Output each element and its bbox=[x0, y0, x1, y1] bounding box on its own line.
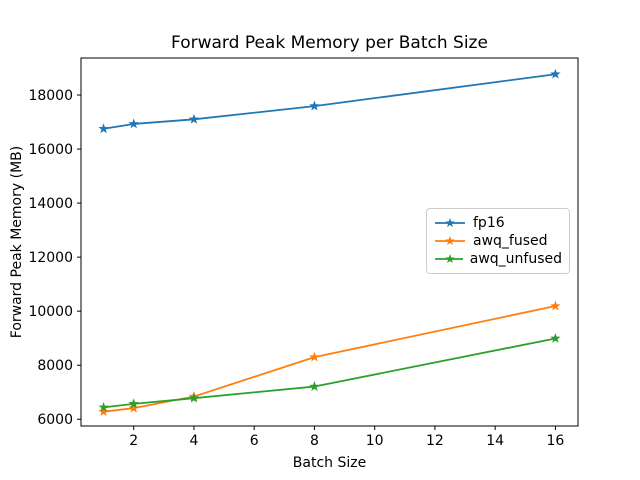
marker-awq_unfused bbox=[550, 332, 561, 343]
y-tick-label: 12000 bbox=[28, 250, 73, 266]
x-tick-label: 12 bbox=[426, 433, 444, 449]
y-tick-label: 8000 bbox=[37, 358, 73, 374]
x-axis-label: Batch Size bbox=[292, 455, 367, 471]
marker-fp16 bbox=[188, 113, 200, 124]
star-marker-icon bbox=[445, 236, 455, 246]
marker-fp16 bbox=[309, 100, 320, 111]
legend-label: awq_unfused bbox=[469, 251, 562, 267]
x-tick-label: 2 bbox=[129, 433, 138, 449]
marker-awq_unfused bbox=[98, 401, 109, 412]
marker-awq_fused bbox=[128, 402, 139, 413]
y-tick-label: 6000 bbox=[37, 412, 73, 428]
x-tick-label: 8 bbox=[310, 433, 319, 449]
chart-title: Forward Peak Memory per Batch Size bbox=[171, 33, 488, 53]
x-tick-label: 16 bbox=[546, 433, 564, 449]
x-tick-label: 4 bbox=[189, 433, 198, 449]
series-line-awq_unfused bbox=[103, 337, 556, 409]
y-tick-label: 14000 bbox=[28, 196, 73, 212]
series-line-fp16 bbox=[103, 73, 556, 130]
legend-label: fp16 bbox=[473, 215, 505, 231]
series-line-awq_fused bbox=[103, 305, 556, 413]
legend-line-sample bbox=[435, 236, 465, 246]
marker-awq_unfused bbox=[309, 381, 320, 391]
legend-item-awq_fused: awq_fused bbox=[434, 232, 562, 250]
legend-item-awq_unfused: awq_unfused bbox=[434, 250, 562, 268]
marker-awq_unfused bbox=[128, 398, 139, 409]
x-tick-label: 10 bbox=[366, 433, 384, 449]
marker-awq_fused bbox=[98, 406, 109, 417]
legend: fp16 awq_fused awq_unfused bbox=[426, 208, 570, 274]
y-tick-label: 18000 bbox=[28, 88, 73, 104]
legend-line-sample bbox=[435, 254, 463, 264]
marker-fp16 bbox=[550, 68, 561, 79]
legend-line-sample bbox=[435, 218, 465, 228]
marker-fp16 bbox=[128, 118, 139, 129]
marker-fp16 bbox=[98, 123, 109, 134]
plot-frame bbox=[80, 57, 579, 427]
legend-label: awq_fused bbox=[473, 233, 548, 249]
marker-awq_fused bbox=[550, 300, 561, 311]
y-tick-label: 10000 bbox=[28, 304, 73, 320]
marker-awq_unfused bbox=[188, 392, 200, 403]
marker-awq_fused bbox=[309, 351, 320, 362]
legend-item-fp16: fp16 bbox=[434, 214, 562, 232]
y-tick-label: 16000 bbox=[28, 142, 73, 158]
star-marker-icon bbox=[445, 254, 455, 264]
star-marker-icon bbox=[445, 218, 455, 228]
x-tick-label: 14 bbox=[486, 433, 504, 449]
x-tick-label: 6 bbox=[250, 433, 259, 449]
